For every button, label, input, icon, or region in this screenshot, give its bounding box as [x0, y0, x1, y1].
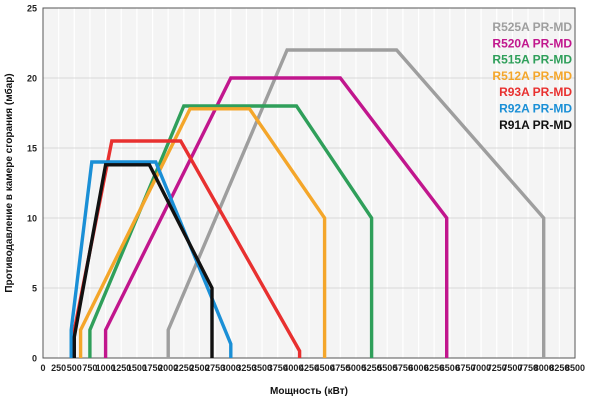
y-tick-labels: 0 5 10 15 20 25 [27, 4, 37, 364]
x-tick-label: 6000 [409, 363, 429, 373]
y-tick-label: 25 [27, 4, 37, 14]
y-tick-label: 20 [27, 74, 37, 84]
x-tick-label: 0 [40, 363, 45, 373]
x-tick-label: 2750 [205, 363, 225, 373]
x-tick-label: 8000 [534, 363, 554, 373]
series-line-2 [88, 104, 374, 358]
legend-entry-4: R93A PR-MD [499, 85, 572, 99]
x-tick-label: 5750 [393, 363, 413, 373]
x-tick-label: 3000 [221, 363, 241, 373]
y-axis-title: Противодавление в камере сгорания (мбар) [3, 73, 15, 292]
x-tick-label: 1000 [96, 363, 116, 373]
series-line-5 [69, 160, 233, 358]
legend-entry-0: R525A PR-MD [492, 20, 572, 34]
x-axis-title: Мощность (кВт) [270, 386, 348, 397]
x-tick-label: 2000 [158, 363, 178, 373]
plot-frame [42, 7, 576, 359]
x-tick-label: 7250 [487, 363, 507, 373]
x-tick-label: 5250 [362, 363, 382, 373]
x-tick-label: 4750 [330, 363, 350, 373]
y-tick-label: 5 [32, 284, 37, 294]
y-tick-label: 0 [32, 354, 37, 364]
x-tick-label: 4250 [299, 363, 319, 373]
y-tick-label: 10 [27, 214, 37, 224]
x-tick-label: 3250 [236, 363, 256, 373]
x-tick-label: 1750 [143, 363, 163, 373]
x-tick-label: 7750 [518, 363, 538, 373]
x-tick-label: 1250 [111, 363, 131, 373]
x-tick-label: 2500 [189, 363, 209, 373]
x-tick-labels: 0 250 500 750100012501500175020002250250027… [40, 363, 585, 373]
legend: R525A PR-MD R520A PR-MD R515A PR-MD R512A P… [492, 20, 572, 132]
x-tick-label: 6250 [424, 363, 444, 373]
series-layer [69, 48, 546, 358]
x-tick-label: 3750 [268, 363, 288, 373]
x-tick-label: 250 [51, 363, 66, 373]
x-tick-label: 6750 [455, 363, 475, 373]
x-tick-label: 3500 [252, 363, 272, 373]
series-line-6 [72, 163, 214, 358]
y-tick-label: 15 [27, 144, 37, 154]
x-tick-label: 2250 [174, 363, 194, 373]
legend-entry-6: R91A PR-MD [499, 118, 572, 132]
x-tick-label: 500 [67, 363, 82, 373]
x-tick-label: 4000 [283, 363, 303, 373]
legend-entry-2: R515A PR-MD [492, 53, 572, 67]
legend-entry-5: R92A PR-MD [499, 102, 572, 116]
x-tick-label: 4500 [315, 363, 335, 373]
x-tick-label: 750 [82, 363, 97, 373]
x-tick-label: 1500 [127, 363, 147, 373]
x-tick-label: 5000 [346, 363, 366, 373]
legend-entry-1: R520A PR-MD [492, 36, 572, 50]
x-tick-label: 6500 [440, 363, 460, 373]
x-tick-label: 7000 [471, 363, 491, 373]
x-tick-label: 8500 [565, 363, 585, 373]
series-line-3 [78, 107, 327, 358]
x-tick-label: 7500 [502, 363, 522, 373]
legend-entry-3: R512A PR-MD [492, 69, 572, 83]
series-line-1 [103, 76, 449, 358]
x-tick-label: 5500 [377, 363, 397, 373]
series-line-0 [166, 48, 546, 358]
x-tick-label: 8250 [549, 363, 569, 373]
